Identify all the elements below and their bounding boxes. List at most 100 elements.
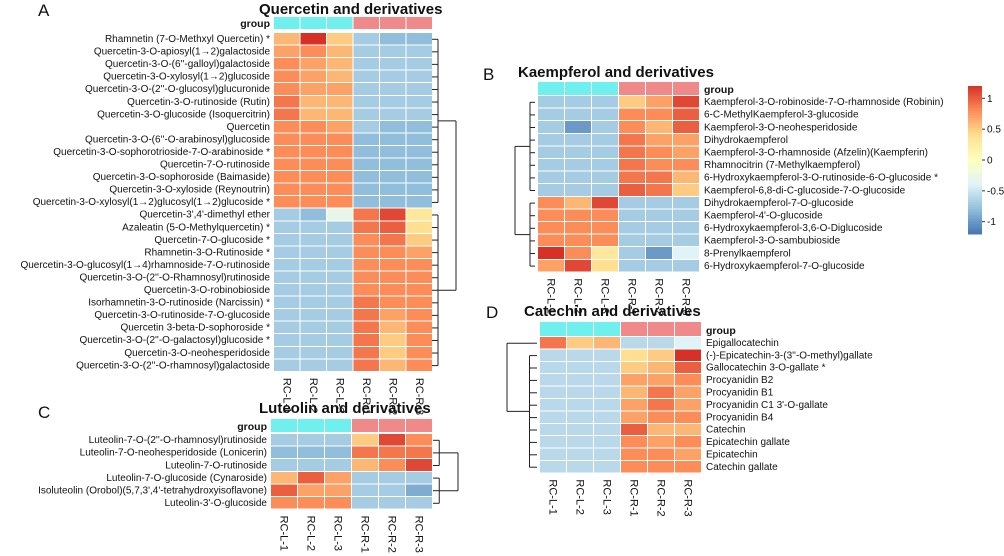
heatmap-cell: [594, 374, 620, 386]
heatmap-cell: [675, 461, 701, 473]
colorbar-segment: [968, 98, 982, 102]
row-label: Rhamnetin-3-O-Rutinoside *: [144, 247, 270, 258]
colorbar-segment: [968, 219, 982, 223]
heatmap-cell: [327, 334, 353, 346]
row-label: (-)-Epicatechin-3-(3''-O-methyl)gallate: [706, 350, 873, 361]
row-label: Kaempferol-3-O-neohesperidoside: [704, 122, 858, 133]
heatmap-cell: [646, 133, 672, 146]
colorbar-segment: [968, 216, 982, 220]
heatmap-cell: [592, 259, 618, 272]
row-label: Procyanidin B4: [706, 412, 774, 423]
row-label: 6-Hydroxykaempferol-3-O-rutinoside-6-O-g…: [704, 173, 938, 184]
row-label: Quercetin-3-O-xylosyl(1→2)glucosyl(1→2)g…: [33, 197, 270, 208]
heatmap-cell: [274, 120, 300, 133]
heatmap-cell: [353, 158, 379, 171]
colorbar-segment: [968, 95, 982, 99]
row-label: Luteolin-7-O-neohesperidoside (Lonicerin…: [80, 448, 267, 459]
heatmap-cell: [406, 158, 432, 171]
heatmap-cell: [406, 359, 432, 371]
colorbar-segment: [968, 142, 982, 146]
heatmap-cell: [353, 271, 379, 283]
heatmap-cell: [300, 296, 326, 309]
heatmap-cell: [327, 145, 353, 158]
colorbar-segment: [968, 209, 982, 213]
heatmap-cell: [673, 259, 699, 272]
heatmap-cell: [353, 334, 379, 346]
colorbar-segment: [968, 226, 982, 230]
heatmap-cell: [327, 321, 353, 334]
group-cell: [540, 322, 566, 336]
heatmap-cell: [673, 247, 699, 259]
heatmap-cell: [675, 361, 701, 374]
row-label: Kaempferol-4'-O-glucoside: [704, 210, 823, 221]
row-label: Quercetin-3-O-rutinoside (Rutin): [127, 97, 270, 108]
colorbar-segment: [968, 100, 982, 104]
heatmap-cell: [274, 133, 300, 145]
colorbar-segment: [968, 108, 982, 112]
heatmap-cell: [538, 121, 564, 133]
heatmap-cell: [538, 209, 564, 221]
heatmap-cell: [353, 45, 379, 58]
group-cell: [675, 322, 701, 336]
heatmap-cell: [675, 337, 701, 349]
heatmap-cell: [327, 33, 353, 45]
panel-title-c: Luteolin and derivatives: [259, 400, 431, 417]
heatmap-cell: [352, 497, 378, 509]
heatmap-cell: [298, 446, 324, 459]
heatmap-cell: [540, 399, 566, 411]
heatmap-cell: [353, 309, 379, 321]
heatmap-cell: [592, 209, 618, 221]
heatmap-cell: [406, 497, 432, 509]
heatmap-cell: [300, 246, 326, 258]
colorbar-segment: [968, 113, 982, 117]
heatmap-cell: [673, 196, 699, 209]
group-cell: [646, 82, 672, 95]
heatmap-cell: [271, 434, 297, 446]
heatmap-cell: [380, 321, 406, 334]
heatmap-cell: [565, 222, 591, 234]
heatmap-cell: [380, 309, 406, 321]
colorbar-segment: [968, 145, 982, 149]
heatmap-cell: [540, 448, 566, 460]
heatmap-cell: [325, 446, 351, 459]
group-cell: [565, 82, 591, 95]
heatmap-cell: [594, 448, 620, 460]
group-cell: [648, 322, 674, 336]
heatmap-cell: [567, 411, 593, 423]
colorbar-segment: [968, 103, 982, 107]
heatmap-cell: [538, 196, 564, 209]
heatmap-cell: [567, 436, 593, 448]
colorbar-segment: [968, 157, 982, 161]
heatmap-cell: [592, 96, 618, 108]
heatmap-cell: [327, 221, 353, 233]
heatmap-cell: [380, 284, 406, 296]
heatmap-cell: [406, 271, 432, 283]
group-cell: [619, 82, 645, 95]
heatmap-cell: [406, 145, 432, 158]
column-label: RC-L-3: [599, 278, 611, 313]
heatmap-cell: [380, 83, 406, 95]
heatmap-cell: [567, 461, 593, 473]
heatmap-cell: [592, 121, 618, 133]
heatmap-cell: [379, 459, 405, 471]
colorbar-segment: [968, 105, 982, 109]
heatmap-cell: [380, 133, 406, 145]
row-label: Quercetin-7-O-glucoside *: [154, 235, 270, 246]
heatmap-cell: [592, 133, 618, 146]
heatmap-cell: [271, 471, 297, 484]
heatmap-cell: [379, 446, 405, 459]
colorbar-segment: [968, 125, 982, 129]
row-dendrogram: [433, 439, 459, 504]
heatmap-cell: [538, 259, 564, 272]
column-label: RC-L-1: [278, 516, 290, 551]
heatmap-cell: [406, 446, 432, 459]
row-label: Quercetin-3',4'-dimethyl ether: [139, 210, 270, 221]
colorbar-segment: [968, 211, 982, 215]
heatmap-cell: [406, 221, 432, 233]
heatmap-cell: [271, 497, 297, 509]
heatmap-cell: [567, 337, 593, 349]
heatmap-cell: [619, 96, 645, 108]
heatmap-cell: [406, 208, 432, 221]
row-label: Luteolin-3'-O-glucoside: [164, 498, 267, 509]
